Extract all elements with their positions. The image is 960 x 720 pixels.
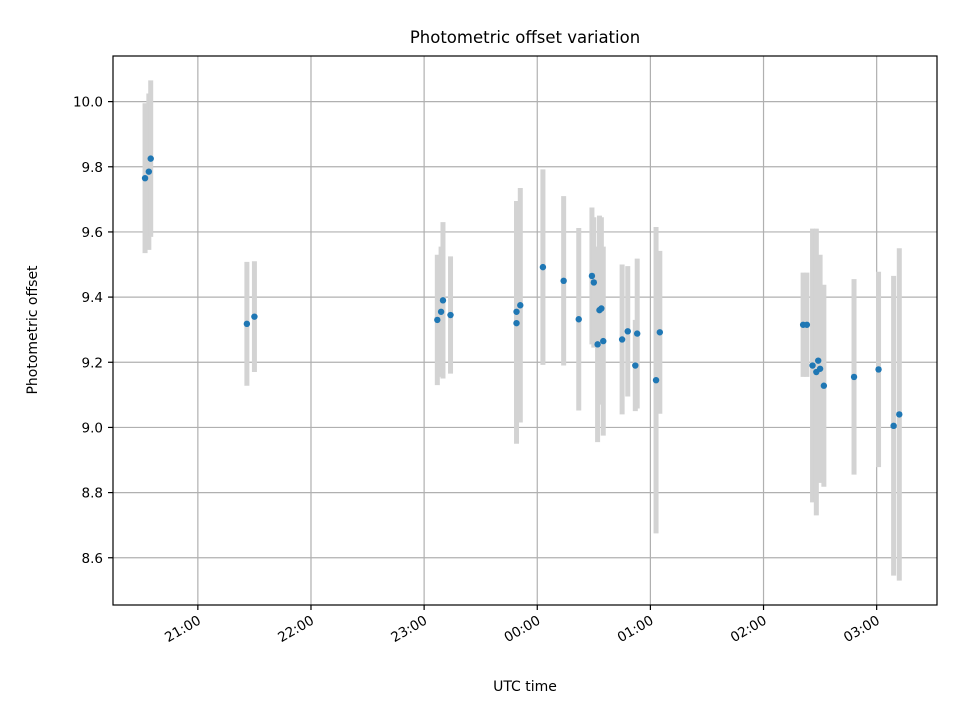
- data-point: [820, 382, 828, 389]
- x-tick-label: 23:00: [388, 613, 430, 646]
- x-tick-label: 01:00: [615, 613, 657, 646]
- data-point: [560, 277, 567, 285]
- data-point: [447, 311, 454, 319]
- y-tick-label: 10.0: [73, 95, 103, 111]
- x-tick-label: 02:00: [728, 613, 770, 646]
- x-tick-label: 03:00: [841, 613, 883, 646]
- y-tick-label: 9.6: [82, 225, 103, 241]
- data-point: [594, 341, 601, 348]
- data-point: [513, 319, 520, 327]
- data-point: [803, 321, 811, 328]
- chart-title: Photometric offset variation: [410, 28, 640, 47]
- data-point: [632, 362, 639, 369]
- data-point: [890, 422, 897, 430]
- data-point: [624, 328, 631, 335]
- x-axis-label: UTC time: [493, 679, 557, 695]
- data-point: [243, 320, 251, 328]
- data-point: [539, 263, 547, 271]
- data-point: [816, 365, 824, 372]
- data-point: [896, 411, 903, 418]
- x-tick-label: 00:00: [502, 613, 544, 646]
- data-point: [439, 297, 447, 304]
- data-point: [652, 376, 660, 384]
- data-point: [600, 337, 607, 345]
- y-tick-label: 9.2: [82, 355, 103, 371]
- data-point: [633, 330, 641, 337]
- data-point: [618, 336, 626, 343]
- y-axis-label: Photometric offset: [25, 265, 41, 395]
- data-point: [588, 272, 596, 280]
- data-point: [517, 302, 524, 309]
- data-points: [141, 155, 903, 430]
- x-tick-label: 21:00: [162, 613, 204, 646]
- data-point: [875, 366, 882, 373]
- plot-frame: [112, 55, 938, 606]
- data-point: [251, 313, 258, 320]
- x-tick-label: 22:00: [275, 613, 317, 646]
- data-point: [141, 174, 149, 182]
- data-point: [575, 316, 582, 323]
- y-axis-ticks: 8.6 8.8 9.0 9.2 9.4 9.6 9.8 10.0: [73, 95, 113, 567]
- y-tick-label: 8.8: [82, 486, 103, 502]
- error-bars: [142, 80, 902, 581]
- y-tick-label: 8.6: [82, 551, 103, 567]
- data-point: [147, 155, 154, 162]
- data-point: [437, 308, 445, 315]
- data-point: [815, 357, 822, 364]
- grid-lines: [113, 56, 937, 605]
- data-point: [590, 279, 598, 286]
- data-point: [809, 362, 816, 369]
- y-tick-label: 9.0: [82, 420, 103, 436]
- x-axis-ticks: 21:00 22:00 23:00 00:00 01:00 02:00 03:00: [162, 605, 883, 646]
- data-point: [145, 168, 153, 175]
- y-tick-label: 9.8: [82, 160, 103, 176]
- data-point: [434, 316, 441, 324]
- data-point: [850, 373, 858, 381]
- y-tick-label: 9.4: [82, 290, 103, 306]
- data-point: [656, 329, 664, 336]
- data-point: [598, 305, 605, 312]
- data-point: [513, 308, 520, 315]
